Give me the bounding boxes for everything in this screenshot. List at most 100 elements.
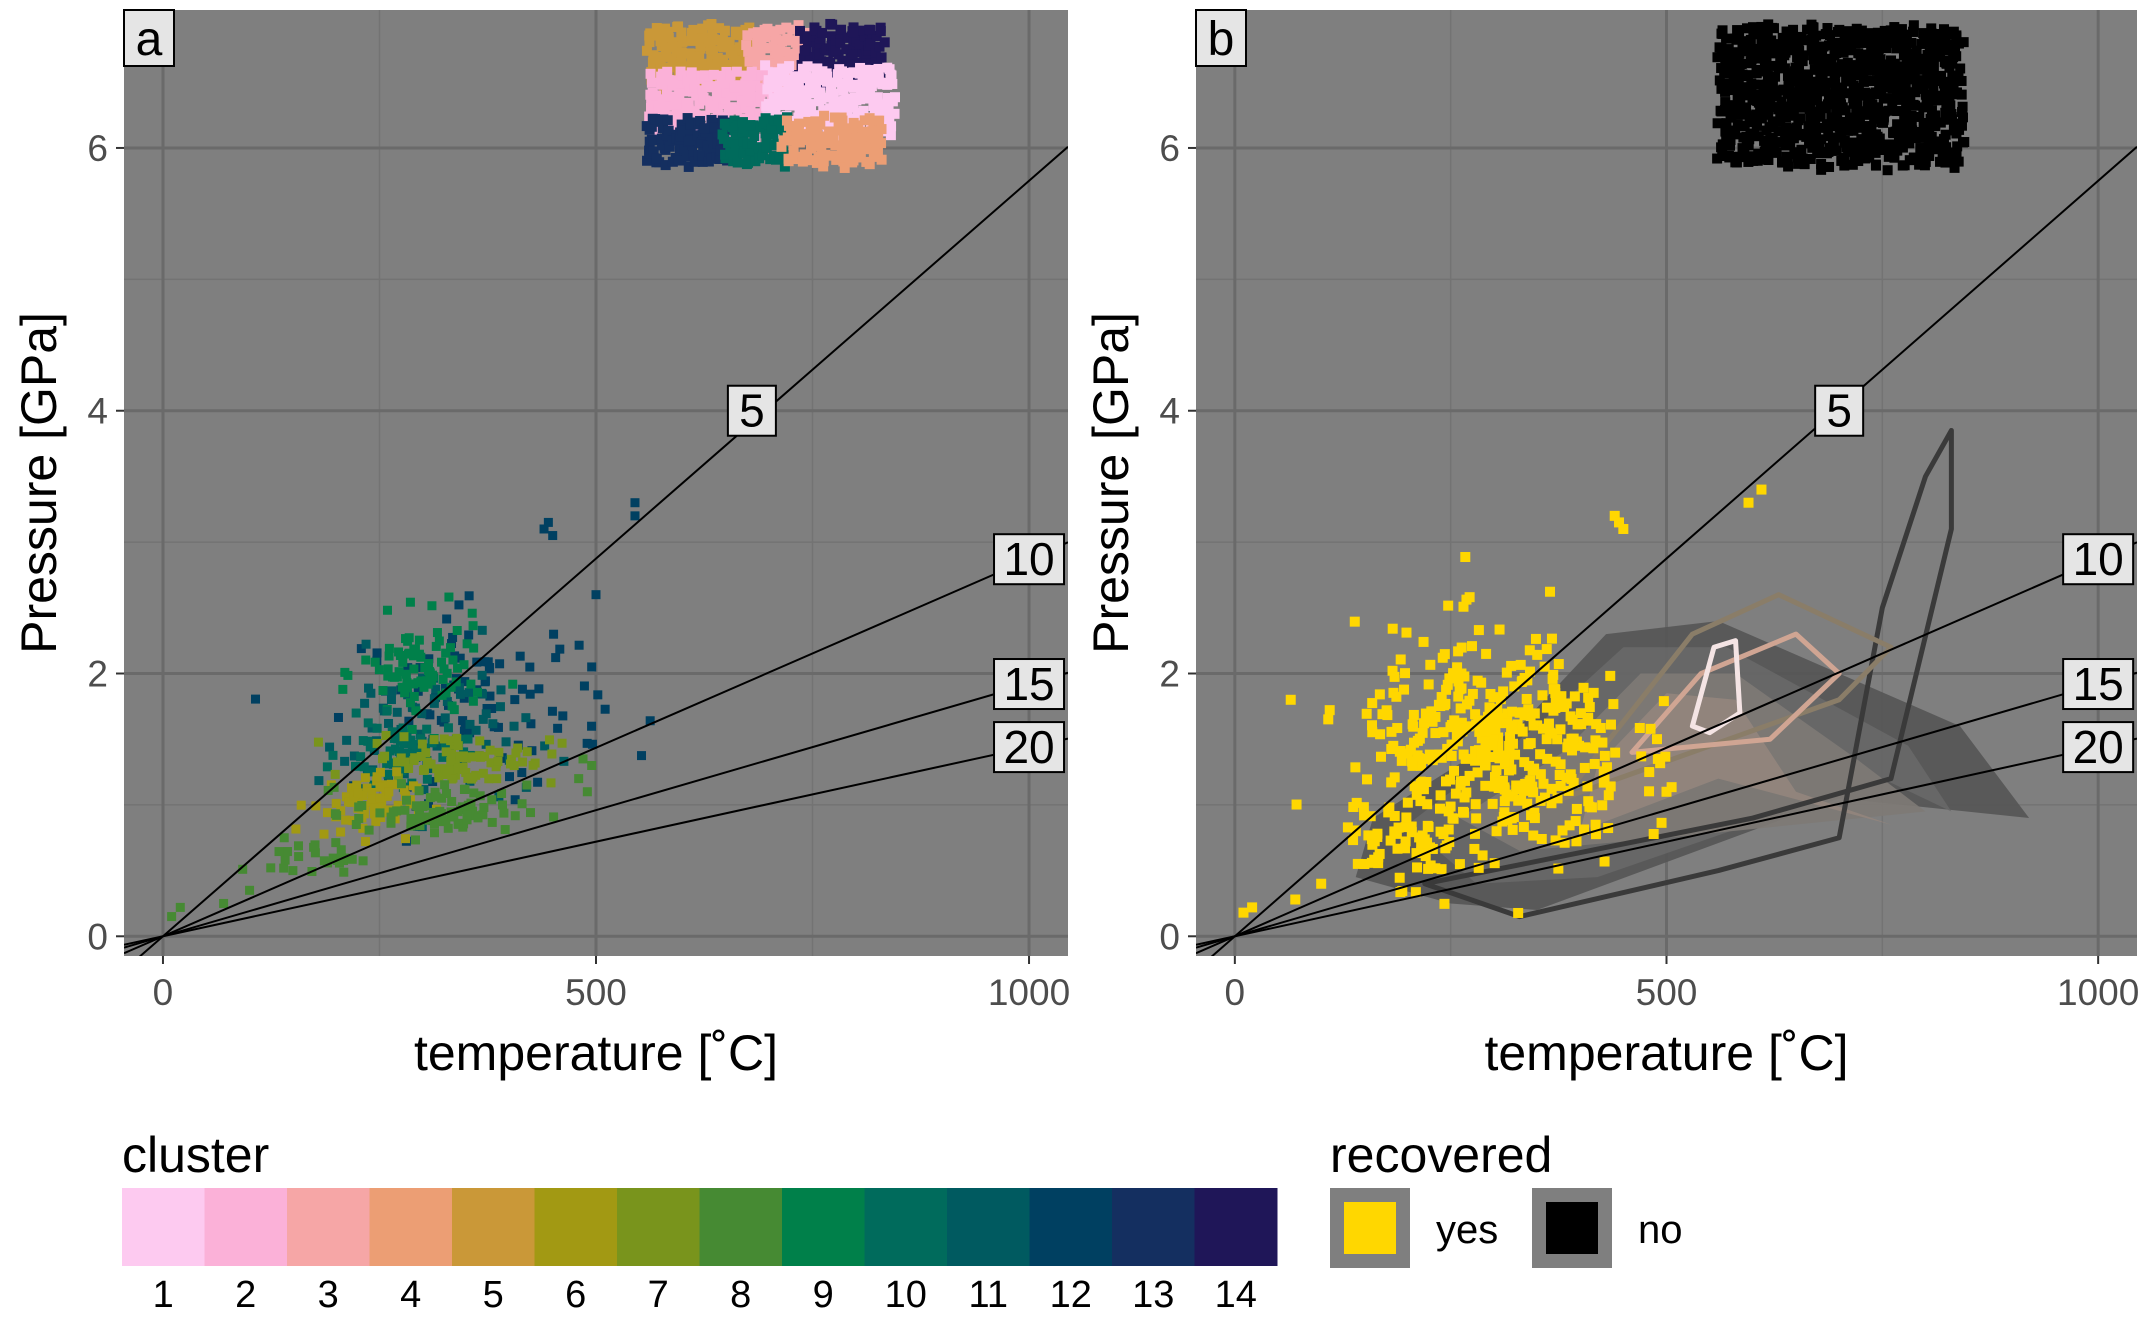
cluster-4-point <box>850 120 861 131</box>
recovered-no-point <box>1927 92 1938 103</box>
cluster-11-point <box>386 695 396 705</box>
cluster-1-point <box>872 92 883 103</box>
recovered-yes-point <box>1504 741 1515 752</box>
recovered-no-point <box>1914 128 1925 139</box>
cluster-14-point <box>849 27 860 38</box>
cluster-5-point <box>644 37 655 48</box>
cluster-2-point <box>671 99 682 110</box>
recovered-yes-point <box>1436 864 1447 875</box>
recovered-yes-point <box>1406 827 1417 838</box>
cluster-14-point <box>811 25 822 36</box>
cluster-5-point <box>688 24 699 35</box>
recovered-no-point <box>1716 106 1727 117</box>
cluster-legend-label: 4 <box>400 1274 421 1316</box>
recovered-yes-point <box>1425 659 1436 670</box>
recovered-yes-point <box>1489 858 1500 869</box>
cluster-8-point <box>498 800 508 810</box>
cluster-12-point <box>464 630 474 640</box>
recovered-no-point <box>1866 28 1877 39</box>
cluster-legend-swatch-11 <box>947 1188 1030 1266</box>
cluster-14-point <box>866 57 877 68</box>
cluster-9-point <box>448 655 458 665</box>
cluster-12-point <box>403 663 413 673</box>
recovered-yes-point <box>1652 753 1663 764</box>
recovered-no-point <box>1919 131 1930 142</box>
cluster-4-point <box>805 155 816 166</box>
density-contour-line <box>1422 427 1954 920</box>
recovered-yes-point <box>1358 802 1369 813</box>
cluster-9-point <box>400 688 410 698</box>
recovered-yes-point <box>1484 702 1495 713</box>
cluster-4-point <box>844 140 855 151</box>
recovered-no-point <box>1733 26 1744 37</box>
cluster-7-point <box>545 735 555 745</box>
cluster-4-point <box>836 112 847 123</box>
recovered-no-point <box>1714 42 1725 53</box>
recovered-no-point <box>1767 71 1778 82</box>
recovered-yes-point <box>1552 734 1563 745</box>
cluster-13-point <box>664 141 675 152</box>
recovered-no-point <box>1920 156 1931 167</box>
cluster-2-point <box>678 107 689 118</box>
cluster-3-point <box>760 32 771 43</box>
recovered-yes-point <box>1392 723 1403 734</box>
cluster-2-point <box>720 94 731 105</box>
cluster-14-point <box>827 19 838 30</box>
recovered-yes-point <box>1362 774 1373 785</box>
recovered-yes-point <box>1579 762 1590 773</box>
cluster-6-point <box>377 799 387 809</box>
recovered-yes-point <box>1498 686 1509 697</box>
recovered-yes-point <box>1412 735 1423 746</box>
geotherm-15-line <box>124 671 1068 949</box>
y-tick-label: 6 <box>1159 128 1180 169</box>
recovered-yes-point <box>1402 748 1413 759</box>
density-contour-line <box>1629 631 1842 755</box>
cluster-2-point <box>709 81 720 92</box>
cluster-14-point <box>848 22 859 33</box>
recovered-no-point <box>1861 143 1872 154</box>
recovered-yes-point <box>1559 837 1570 848</box>
cluster-2-point <box>667 80 678 91</box>
recovered-yes-point <box>1599 856 1610 867</box>
cluster-4-point <box>839 162 850 173</box>
cluster-12-point <box>485 663 495 673</box>
cluster-8-point <box>449 812 459 822</box>
cluster-5-point <box>696 41 707 52</box>
recovered-no-point <box>1842 88 1853 99</box>
cluster-3-point <box>742 30 753 41</box>
recovered-no-point <box>1899 160 1910 171</box>
recovered-no-point <box>1732 119 1743 130</box>
recovered-no-point <box>1780 130 1791 141</box>
recovered-yes-point <box>1384 802 1395 813</box>
cluster-7-point <box>422 757 432 767</box>
cluster-12-point <box>526 719 536 729</box>
cluster-8-point <box>441 815 451 825</box>
recovered-yes-point <box>1546 798 1557 809</box>
cluster-1-point <box>877 104 888 115</box>
cluster-legend-label: 2 <box>235 1274 256 1316</box>
cluster-10-point <box>732 157 743 168</box>
cluster-10-point <box>407 739 417 749</box>
cluster-12-point <box>424 654 434 664</box>
cluster-14-point <box>858 25 869 36</box>
recovered-yes-point <box>1433 699 1444 710</box>
cluster-6-point <box>352 780 362 790</box>
cluster-14-point <box>876 52 887 63</box>
cluster-5-point <box>714 23 725 34</box>
cluster-6-point <box>392 767 402 777</box>
cluster-7-point <box>547 749 557 759</box>
cluster-12-point <box>591 590 601 600</box>
recovered-no-point <box>1949 162 1960 173</box>
recovered-yes-point <box>1588 743 1599 754</box>
recovered-yes-point <box>1392 843 1403 854</box>
recovered-yes-point <box>1470 755 1481 766</box>
recovered-yes-point <box>1519 710 1530 721</box>
recovered-no-point <box>1924 151 1935 162</box>
recovered-yes-point <box>1598 766 1609 777</box>
cluster-7-point <box>439 734 449 744</box>
cluster-11-point <box>384 718 394 728</box>
recovered-no-point <box>1957 101 1968 112</box>
recovered-no-point <box>1868 76 1879 87</box>
recovered-no-point <box>1761 64 1772 75</box>
cluster-11-point <box>325 742 335 752</box>
